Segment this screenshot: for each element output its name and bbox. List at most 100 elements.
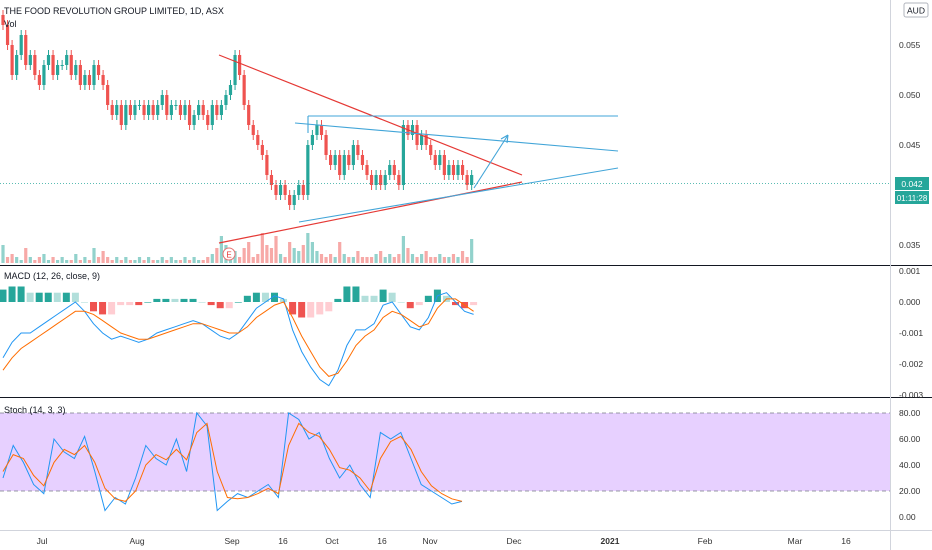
candle-body (465, 175, 469, 185)
candle-body (274, 185, 278, 195)
candle-body (192, 115, 196, 125)
candle-body (369, 175, 374, 185)
candle-body (42, 65, 46, 85)
volume-label: Vol (4, 19, 17, 29)
candle-body (33, 55, 37, 75)
candle-body (37, 75, 41, 85)
volume-bar (119, 260, 123, 263)
candle-body (360, 155, 365, 165)
volume-bar (274, 236, 278, 263)
time-tick-label: Aug (129, 536, 144, 546)
volume-bar (124, 257, 128, 263)
volume-bar (342, 254, 346, 263)
macd-histogram-bar (207, 302, 215, 306)
macd-histogram-bar (108, 302, 116, 315)
macd-histogram-bar (126, 302, 134, 306)
volume-bar (410, 254, 415, 263)
volume-bar (92, 248, 96, 263)
volume-bar (5, 257, 10, 263)
stoch-tick-label: 80.00 (899, 408, 921, 418)
candle-body (447, 165, 451, 175)
macd-histogram-bar (325, 302, 333, 312)
volume-bar (429, 257, 433, 263)
candle-body (24, 35, 28, 65)
volume-bar (165, 260, 169, 263)
candle-body (379, 175, 383, 185)
candle-body (297, 185, 301, 195)
bar-countdown: 01:11:28 (897, 194, 928, 203)
time-tick-label: Feb (698, 536, 713, 546)
macd-histogram-bar (343, 286, 351, 302)
stoch-y-axis[interactable]: 80.00 60.00 40.00 20.00 0.00 (899, 408, 921, 522)
time-axis[interactable]: Jul Aug Sep 16 Oct 16 Nov Dec 2021 Feb Mar 16 (37, 536, 851, 546)
candle-body (288, 195, 292, 205)
volume-bar (56, 260, 60, 263)
candle-body (283, 185, 287, 195)
macd-histogram-bar (62, 292, 70, 302)
volume-bar (46, 260, 51, 263)
macd-histogram-bar (298, 302, 306, 318)
volume-bar (256, 254, 260, 263)
candle-body (69, 55, 73, 75)
macd-tick-label: -0.001 (899, 328, 923, 338)
candle-body (5, 25, 10, 45)
volume-bar (470, 239, 474, 263)
candle-body (215, 105, 219, 115)
candle-body (347, 155, 351, 165)
volume-bar (460, 251, 465, 263)
volume-bar (33, 260, 37, 263)
macd-legend: MACD (12, 26, close, 9) (4, 271, 100, 281)
candle-body (333, 155, 337, 165)
time-tick-label: Jul (37, 536, 48, 546)
earnings-marker[interactable]: E (222, 247, 236, 261)
projection-arrow (473, 134, 509, 189)
volume-bar (156, 260, 160, 263)
volume-bar (360, 257, 365, 263)
candle-body (28, 55, 32, 65)
macd-y-axis[interactable]: 0.001 0.000 -0.001 -0.002 -0.003 (899, 266, 923, 400)
volume-bar (315, 251, 319, 263)
price-tick-label: 0.050 (899, 90, 921, 100)
macd-histogram-bar (388, 292, 396, 302)
volume-bar (278, 254, 283, 263)
macd-histogram-bar (198, 302, 206, 303)
volume-bar (74, 254, 78, 263)
volume-bar (183, 257, 187, 263)
channel-lower (298, 167, 619, 223)
candle-body (338, 155, 342, 175)
candle-body (460, 165, 465, 175)
candle-body (128, 105, 132, 115)
candle-body (424, 135, 428, 145)
macd-histogram-bar (271, 292, 278, 302)
candle-body (238, 55, 242, 75)
volume-bar (174, 260, 178, 263)
candle-body (142, 105, 146, 115)
macd-histogram-bar (90, 302, 97, 312)
volume-bar (283, 257, 287, 263)
volume-bar (78, 260, 82, 263)
time-tick-label: Mar (788, 536, 803, 546)
candle-body (210, 105, 214, 125)
macd-histogram-bar (289, 302, 297, 315)
volume-bar (319, 254, 324, 263)
macd-histogram-bar (361, 295, 369, 302)
macd-histogram-bar (470, 302, 478, 306)
candle-body (315, 125, 319, 135)
macd-histogram-bar (252, 292, 260, 302)
candle-body (133, 105, 137, 115)
currency-button[interactable]: AUD (903, 2, 929, 18)
candle-body (397, 175, 401, 185)
volume-bar (297, 251, 301, 263)
volume-bar (406, 248, 410, 263)
candle-body (329, 155, 333, 165)
candle-body (242, 75, 246, 105)
candle-body (183, 105, 187, 115)
candle-body (351, 145, 355, 165)
stoch-lines (2, 411, 463, 512)
volume-bar (251, 257, 255, 263)
time-tick-label: 16 (278, 536, 288, 546)
candle-body (219, 105, 223, 115)
volume-bar (260, 233, 264, 263)
trendlines[interactable] (0, 54, 890, 244)
